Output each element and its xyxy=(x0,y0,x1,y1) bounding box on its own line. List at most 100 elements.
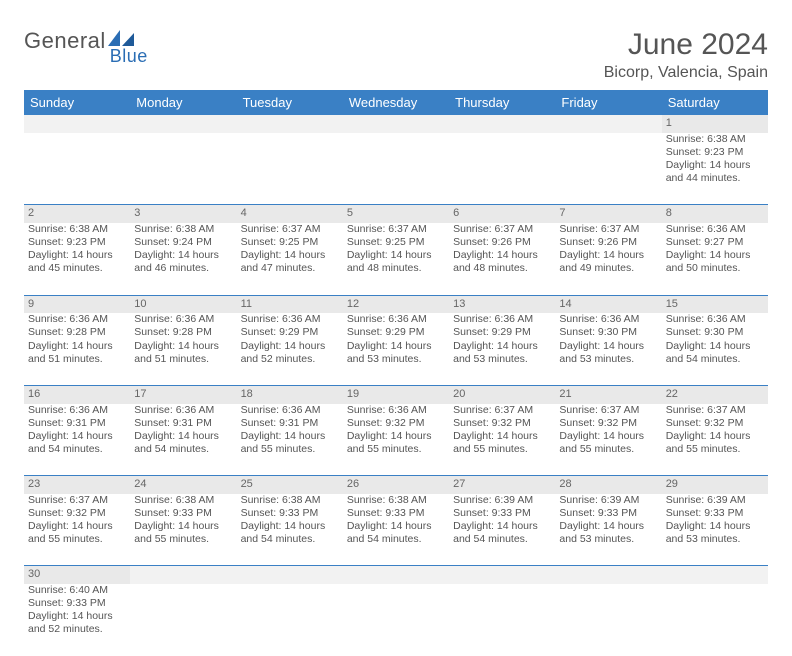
day-number-cell xyxy=(24,115,130,133)
day-cell xyxy=(449,584,555,656)
sunset-text: Sunset: 9:31 PM xyxy=(241,417,339,430)
sunrise-text: Sunrise: 6:37 AM xyxy=(347,223,445,236)
day-cell: Sunrise: 6:36 AMSunset: 9:29 PMDaylight:… xyxy=(237,313,343,385)
day-cell: Sunrise: 6:37 AMSunset: 9:32 PMDaylight:… xyxy=(555,404,661,476)
daylight-text: Daylight: 14 hours and 55 minutes. xyxy=(347,430,445,456)
sunset-text: Sunset: 9:33 PM xyxy=(666,507,764,520)
logo: General Blue xyxy=(24,28,148,67)
sunrise-text: Sunrise: 6:36 AM xyxy=(453,313,551,326)
day-number-cell: 26 xyxy=(343,476,449,494)
sunrise-text: Sunrise: 6:38 AM xyxy=(347,494,445,507)
day-number-cell: 7 xyxy=(555,205,661,223)
day-cell: Sunrise: 6:40 AMSunset: 9:33 PMDaylight:… xyxy=(24,584,130,656)
day-cell: Sunrise: 6:36 AMSunset: 9:28 PMDaylight:… xyxy=(24,313,130,385)
day-number-cell: 25 xyxy=(237,476,343,494)
sunset-text: Sunset: 9:28 PM xyxy=(134,326,232,339)
day-cell: Sunrise: 6:37 AMSunset: 9:25 PMDaylight:… xyxy=(237,223,343,295)
day-cell: Sunrise: 6:37 AMSunset: 9:32 PMDaylight:… xyxy=(662,404,768,476)
day-number-cell: 6 xyxy=(449,205,555,223)
daylight-text: Daylight: 14 hours and 53 minutes. xyxy=(347,340,445,366)
day-number-row: 16171819202122 xyxy=(24,385,768,403)
day-cell: Sunrise: 6:36 AMSunset: 9:31 PMDaylight:… xyxy=(237,404,343,476)
day-number-cell: 16 xyxy=(24,385,130,403)
daylight-text: Daylight: 14 hours and 48 minutes. xyxy=(453,249,551,275)
sunrise-text: Sunrise: 6:37 AM xyxy=(666,404,764,417)
day-number-cell: 4 xyxy=(237,205,343,223)
sunset-text: Sunset: 9:25 PM xyxy=(241,236,339,249)
sunset-text: Sunset: 9:33 PM xyxy=(559,507,657,520)
calendar-table: Sunday Monday Tuesday Wednesday Thursday… xyxy=(24,90,768,656)
day-number-cell: 21 xyxy=(555,385,661,403)
daylight-text: Daylight: 14 hours and 54 minutes. xyxy=(28,430,126,456)
day-number-cell xyxy=(449,115,555,133)
day-header-row: Sunday Monday Tuesday Wednesday Thursday… xyxy=(24,90,768,115)
sunset-text: Sunset: 9:32 PM xyxy=(559,417,657,430)
day-number-cell: 12 xyxy=(343,295,449,313)
sunrise-text: Sunrise: 6:36 AM xyxy=(347,313,445,326)
day-header: Sunday xyxy=(24,90,130,115)
day-cell: Sunrise: 6:36 AMSunset: 9:30 PMDaylight:… xyxy=(555,313,661,385)
sunset-text: Sunset: 9:26 PM xyxy=(453,236,551,249)
day-cell: Sunrise: 6:38 AMSunset: 9:23 PMDaylight:… xyxy=(24,223,130,295)
day-number-cell: 2 xyxy=(24,205,130,223)
day-cell: Sunrise: 6:36 AMSunset: 9:31 PMDaylight:… xyxy=(130,404,236,476)
day-cell: Sunrise: 6:38 AMSunset: 9:23 PMDaylight:… xyxy=(662,133,768,205)
day-number-cell xyxy=(343,115,449,133)
day-header: Wednesday xyxy=(343,90,449,115)
logo-text-general: General xyxy=(24,28,106,54)
day-cell: Sunrise: 6:37 AMSunset: 9:32 PMDaylight:… xyxy=(24,494,130,566)
day-number-row: 30 xyxy=(24,566,768,584)
day-number-cell: 28 xyxy=(555,476,661,494)
day-number-cell: 20 xyxy=(449,385,555,403)
day-cell: Sunrise: 6:38 AMSunset: 9:33 PMDaylight:… xyxy=(237,494,343,566)
sunset-text: Sunset: 9:24 PM xyxy=(134,236,232,249)
sunset-text: Sunset: 9:32 PM xyxy=(28,507,126,520)
day-number-cell: 13 xyxy=(449,295,555,313)
sunset-text: Sunset: 9:33 PM xyxy=(28,597,126,610)
day-number-cell: 11 xyxy=(237,295,343,313)
sunrise-text: Sunrise: 6:38 AM xyxy=(134,494,232,507)
day-cell: Sunrise: 6:37 AMSunset: 9:26 PMDaylight:… xyxy=(449,223,555,295)
sunrise-text: Sunrise: 6:36 AM xyxy=(241,404,339,417)
header: General Blue June 2024 Bicorp, Valencia,… xyxy=(24,28,768,82)
daylight-text: Daylight: 14 hours and 50 minutes. xyxy=(666,249,764,275)
day-cell xyxy=(343,584,449,656)
sunset-text: Sunset: 9:29 PM xyxy=(241,326,339,339)
day-cell xyxy=(343,133,449,205)
sunset-text: Sunset: 9:29 PM xyxy=(453,326,551,339)
day-number-cell: 22 xyxy=(662,385,768,403)
day-number-cell xyxy=(237,566,343,584)
daylight-text: Daylight: 14 hours and 53 minutes. xyxy=(559,520,657,546)
daylight-text: Daylight: 14 hours and 54 minutes. xyxy=(453,520,551,546)
day-number-cell: 23 xyxy=(24,476,130,494)
month-title: June 2024 xyxy=(604,28,768,62)
sunrise-text: Sunrise: 6:36 AM xyxy=(134,404,232,417)
daylight-text: Daylight: 14 hours and 55 minutes. xyxy=(666,430,764,456)
daylight-text: Daylight: 14 hours and 54 minutes. xyxy=(134,430,232,456)
sunset-text: Sunset: 9:26 PM xyxy=(559,236,657,249)
day-number-cell: 10 xyxy=(130,295,236,313)
sunset-text: Sunset: 9:28 PM xyxy=(28,326,126,339)
day-number-cell: 18 xyxy=(237,385,343,403)
sunrise-text: Sunrise: 6:39 AM xyxy=(453,494,551,507)
day-cell: Sunrise: 6:36 AMSunset: 9:30 PMDaylight:… xyxy=(662,313,768,385)
day-cell xyxy=(130,133,236,205)
day-cell xyxy=(24,133,130,205)
sunrise-text: Sunrise: 6:37 AM xyxy=(241,223,339,236)
sunrise-text: Sunrise: 6:36 AM xyxy=(666,313,764,326)
sunset-text: Sunset: 9:30 PM xyxy=(666,326,764,339)
sunset-text: Sunset: 9:33 PM xyxy=(241,507,339,520)
day-cell: Sunrise: 6:36 AMSunset: 9:27 PMDaylight:… xyxy=(662,223,768,295)
day-header: Friday xyxy=(555,90,661,115)
day-cell xyxy=(237,584,343,656)
daylight-text: Daylight: 14 hours and 55 minutes. xyxy=(28,520,126,546)
day-cell: Sunrise: 6:38 AMSunset: 9:24 PMDaylight:… xyxy=(130,223,236,295)
daylight-text: Daylight: 14 hours and 52 minutes. xyxy=(28,610,126,636)
daylight-text: Daylight: 14 hours and 48 minutes. xyxy=(347,249,445,275)
day-number-row: 9101112131415 xyxy=(24,295,768,313)
daylight-text: Daylight: 14 hours and 54 minutes. xyxy=(666,340,764,366)
daylight-text: Daylight: 14 hours and 49 minutes. xyxy=(559,249,657,275)
day-cell xyxy=(662,584,768,656)
daylight-text: Daylight: 14 hours and 53 minutes. xyxy=(453,340,551,366)
daylight-text: Daylight: 14 hours and 55 minutes. xyxy=(453,430,551,456)
